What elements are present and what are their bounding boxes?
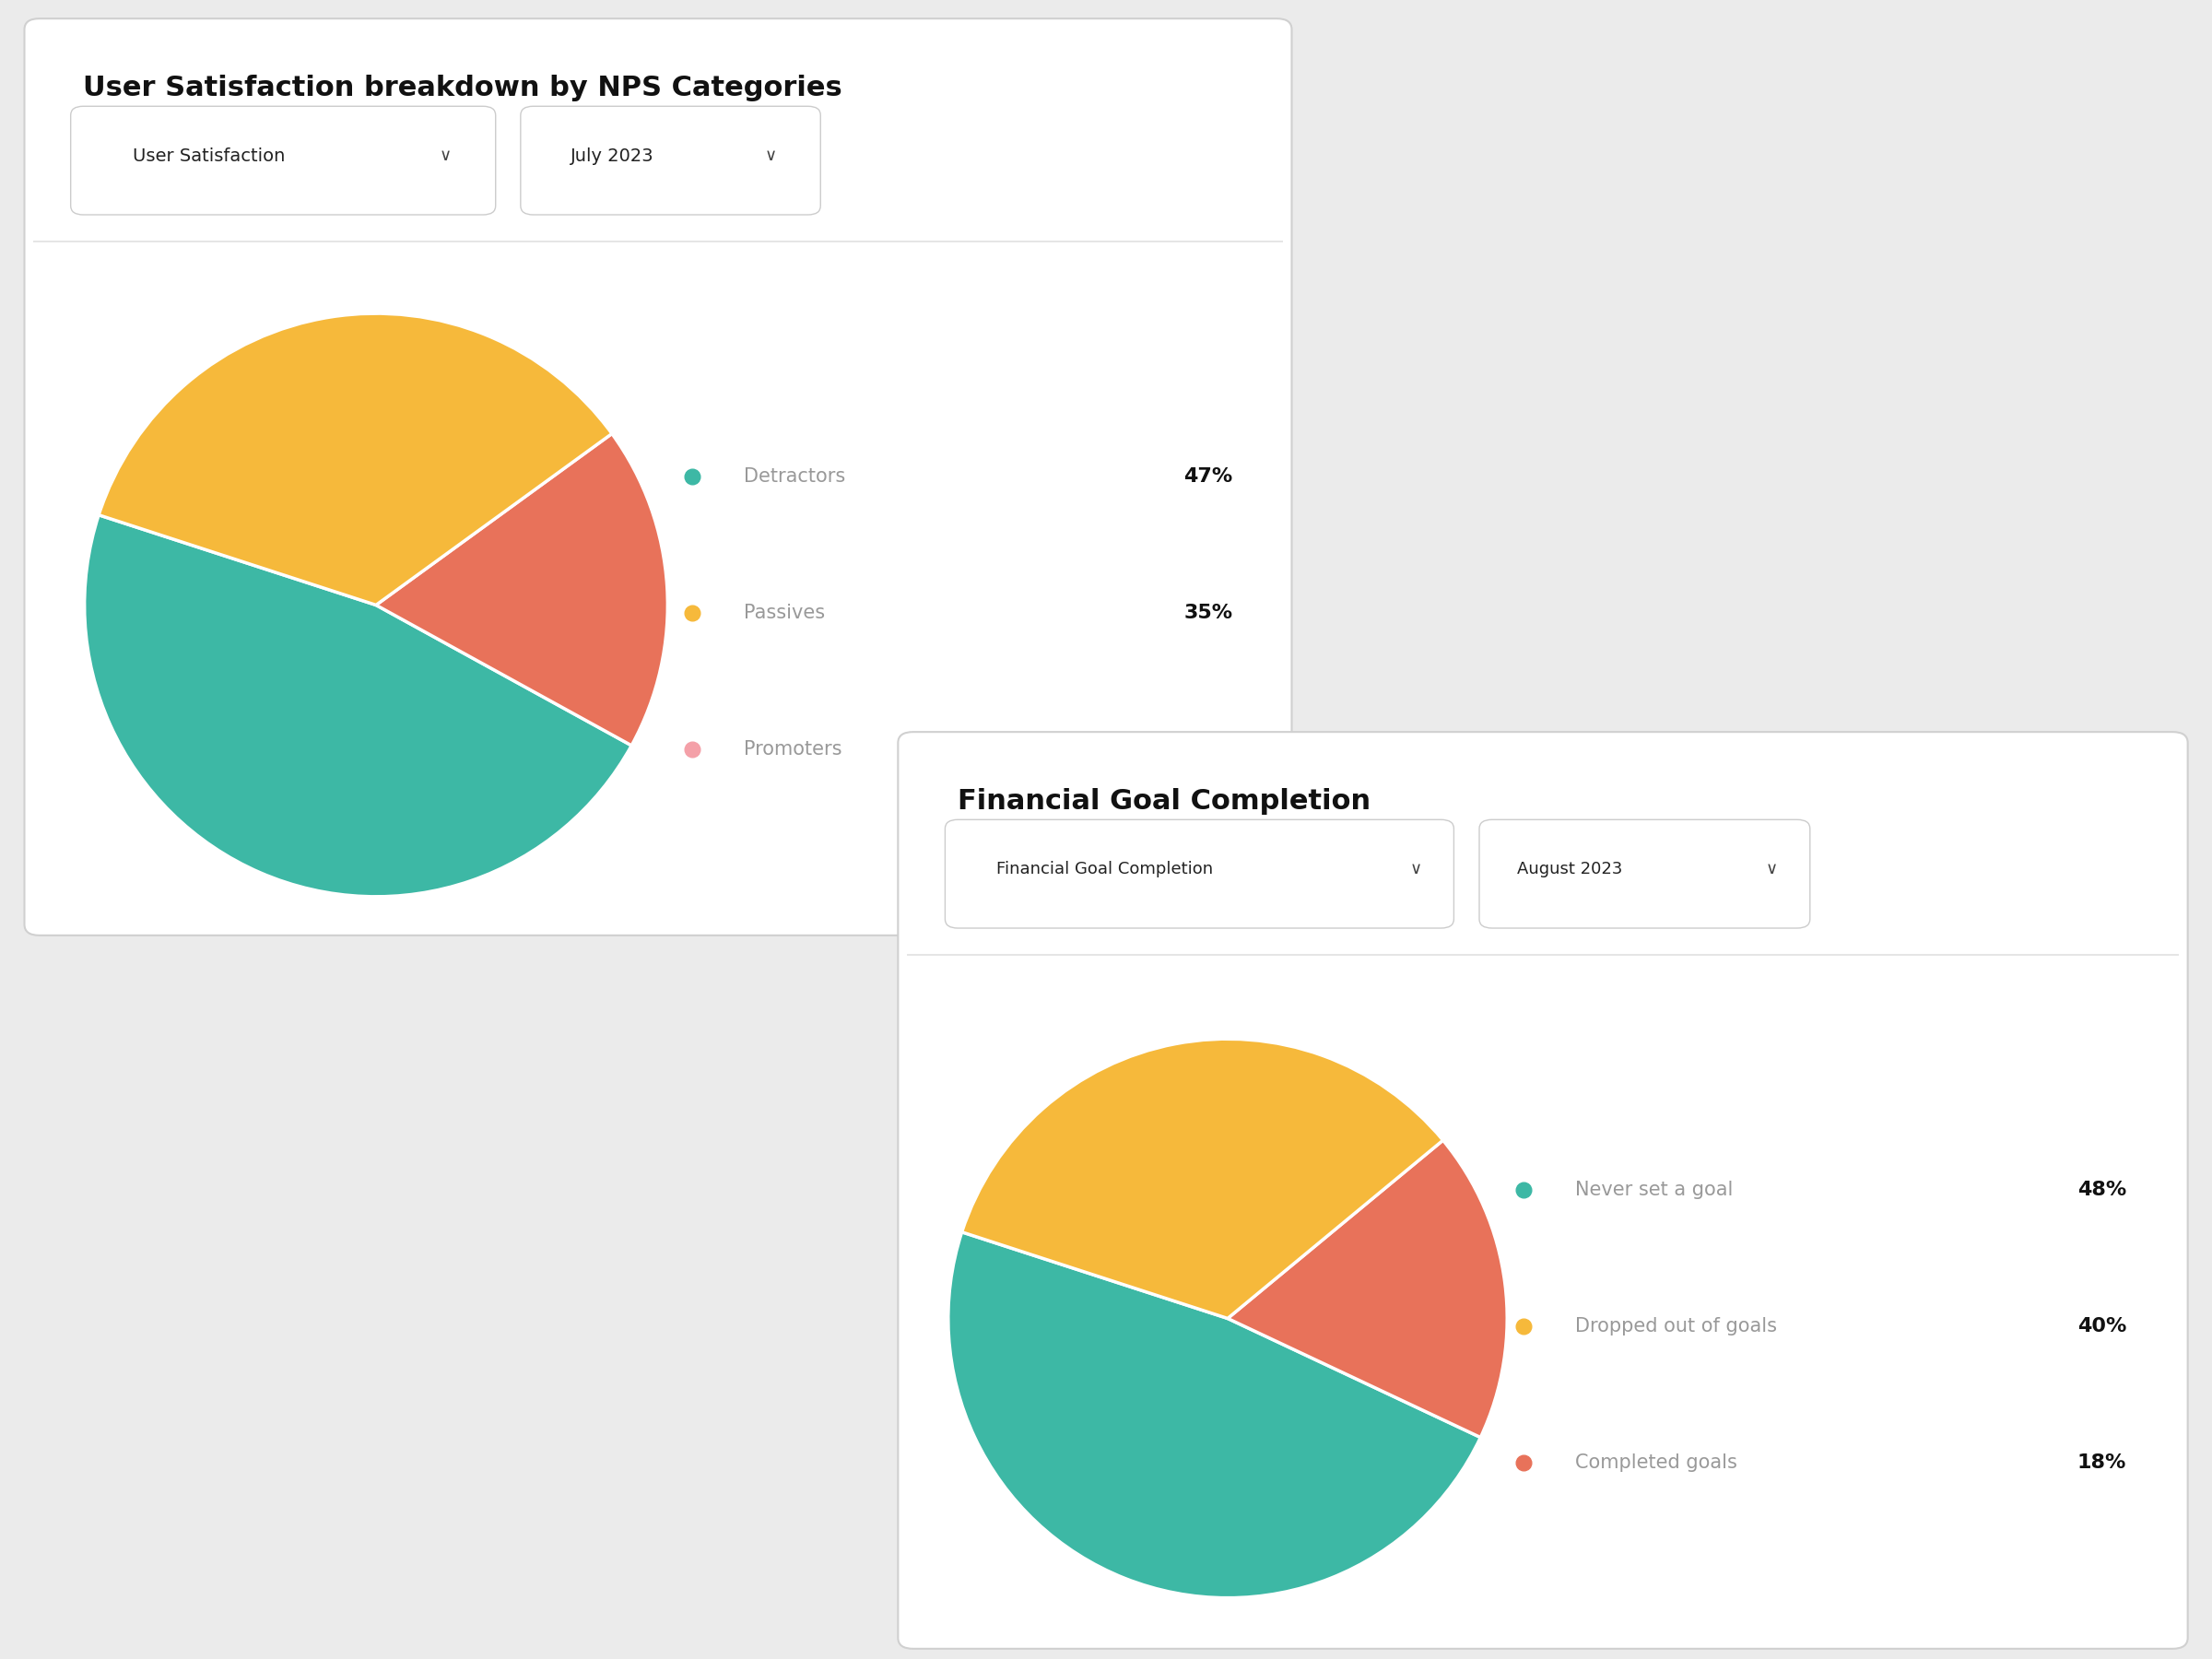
Wedge shape xyxy=(949,1233,1480,1598)
Text: August 2023: August 2023 xyxy=(1517,861,1624,878)
Text: Detractors: Detractors xyxy=(743,468,845,486)
Text: Financial Goal Completion: Financial Goal Completion xyxy=(958,788,1371,815)
FancyBboxPatch shape xyxy=(520,106,821,214)
Wedge shape xyxy=(84,514,633,896)
Text: Financial Goal Completion: Financial Goal Completion xyxy=(995,861,1212,878)
Text: User Satisfaction: User Satisfaction xyxy=(133,148,285,164)
FancyBboxPatch shape xyxy=(1480,820,1809,927)
Wedge shape xyxy=(376,433,668,745)
Text: 18%: 18% xyxy=(2077,1453,2126,1472)
Text: Overall NPS: -15: Overall NPS: -15 xyxy=(1055,834,1232,853)
Text: 40%: 40% xyxy=(2077,1317,2126,1335)
FancyBboxPatch shape xyxy=(945,820,1453,927)
Text: Completed goals: Completed goals xyxy=(1575,1453,1736,1472)
FancyBboxPatch shape xyxy=(898,732,2188,1649)
Wedge shape xyxy=(100,314,613,606)
Text: Dropped out of goals: Dropped out of goals xyxy=(1575,1317,1776,1335)
Text: ∨: ∨ xyxy=(765,148,776,164)
Text: 47%: 47% xyxy=(1183,468,1232,486)
Text: ∨: ∨ xyxy=(440,148,451,164)
Text: Promoters: Promoters xyxy=(743,740,843,758)
Text: User Satisfaction breakdown by NPS Categories: User Satisfaction breakdown by NPS Categ… xyxy=(84,75,843,101)
Text: 48%: 48% xyxy=(2077,1181,2126,1199)
Text: 35%: 35% xyxy=(1183,604,1232,622)
FancyBboxPatch shape xyxy=(71,106,495,214)
Wedge shape xyxy=(962,1039,1442,1319)
FancyBboxPatch shape xyxy=(24,18,1292,936)
Text: ∨: ∨ xyxy=(1409,861,1422,878)
Text: Never set a goal: Never set a goal xyxy=(1575,1181,1732,1199)
Text: ∨: ∨ xyxy=(1765,861,1778,878)
Text: July 2023: July 2023 xyxy=(571,148,655,164)
Text: 18%: 18% xyxy=(1183,740,1232,758)
Text: Passives: Passives xyxy=(743,604,825,622)
Wedge shape xyxy=(1228,1140,1506,1437)
